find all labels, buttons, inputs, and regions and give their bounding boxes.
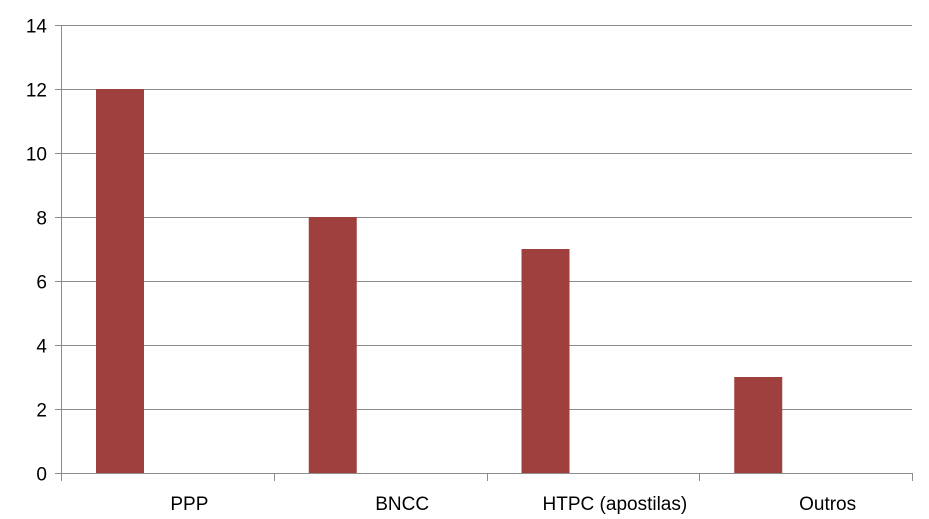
y-tick-label: 2: [36, 401, 47, 422]
x-axis-tick-labels: PPP BNCC HTPC (apostilas) Outros: [170, 494, 856, 515]
bar-htpc-apostilas: [521, 249, 570, 473]
x-tick-label: HTPC (apostilas): [543, 494, 688, 515]
bar-outros: [734, 377, 783, 473]
x-tick-label: BNCC: [375, 494, 429, 515]
x-tick-label: PPP: [170, 494, 208, 515]
y-tick-label: 0: [36, 465, 47, 486]
y-tick-label: 6: [36, 273, 47, 294]
y-tick-label: 14: [26, 17, 48, 38]
y-axis-tick-labels: 0 2 4 6 8 10 12 14: [26, 17, 48, 486]
gridlines: [61, 25, 912, 410]
axes: [55, 25, 913, 481]
y-tick-label: 10: [26, 145, 47, 166]
y-tick-label: 12: [26, 81, 47, 102]
bar-bncc: [308, 217, 357, 473]
y-tick-label: 8: [36, 209, 47, 230]
y-tick-label: 4: [36, 337, 47, 358]
bar-series: [96, 89, 783, 473]
x-tick-label: Outros: [799, 494, 856, 515]
bar-ppp: [96, 89, 144, 473]
